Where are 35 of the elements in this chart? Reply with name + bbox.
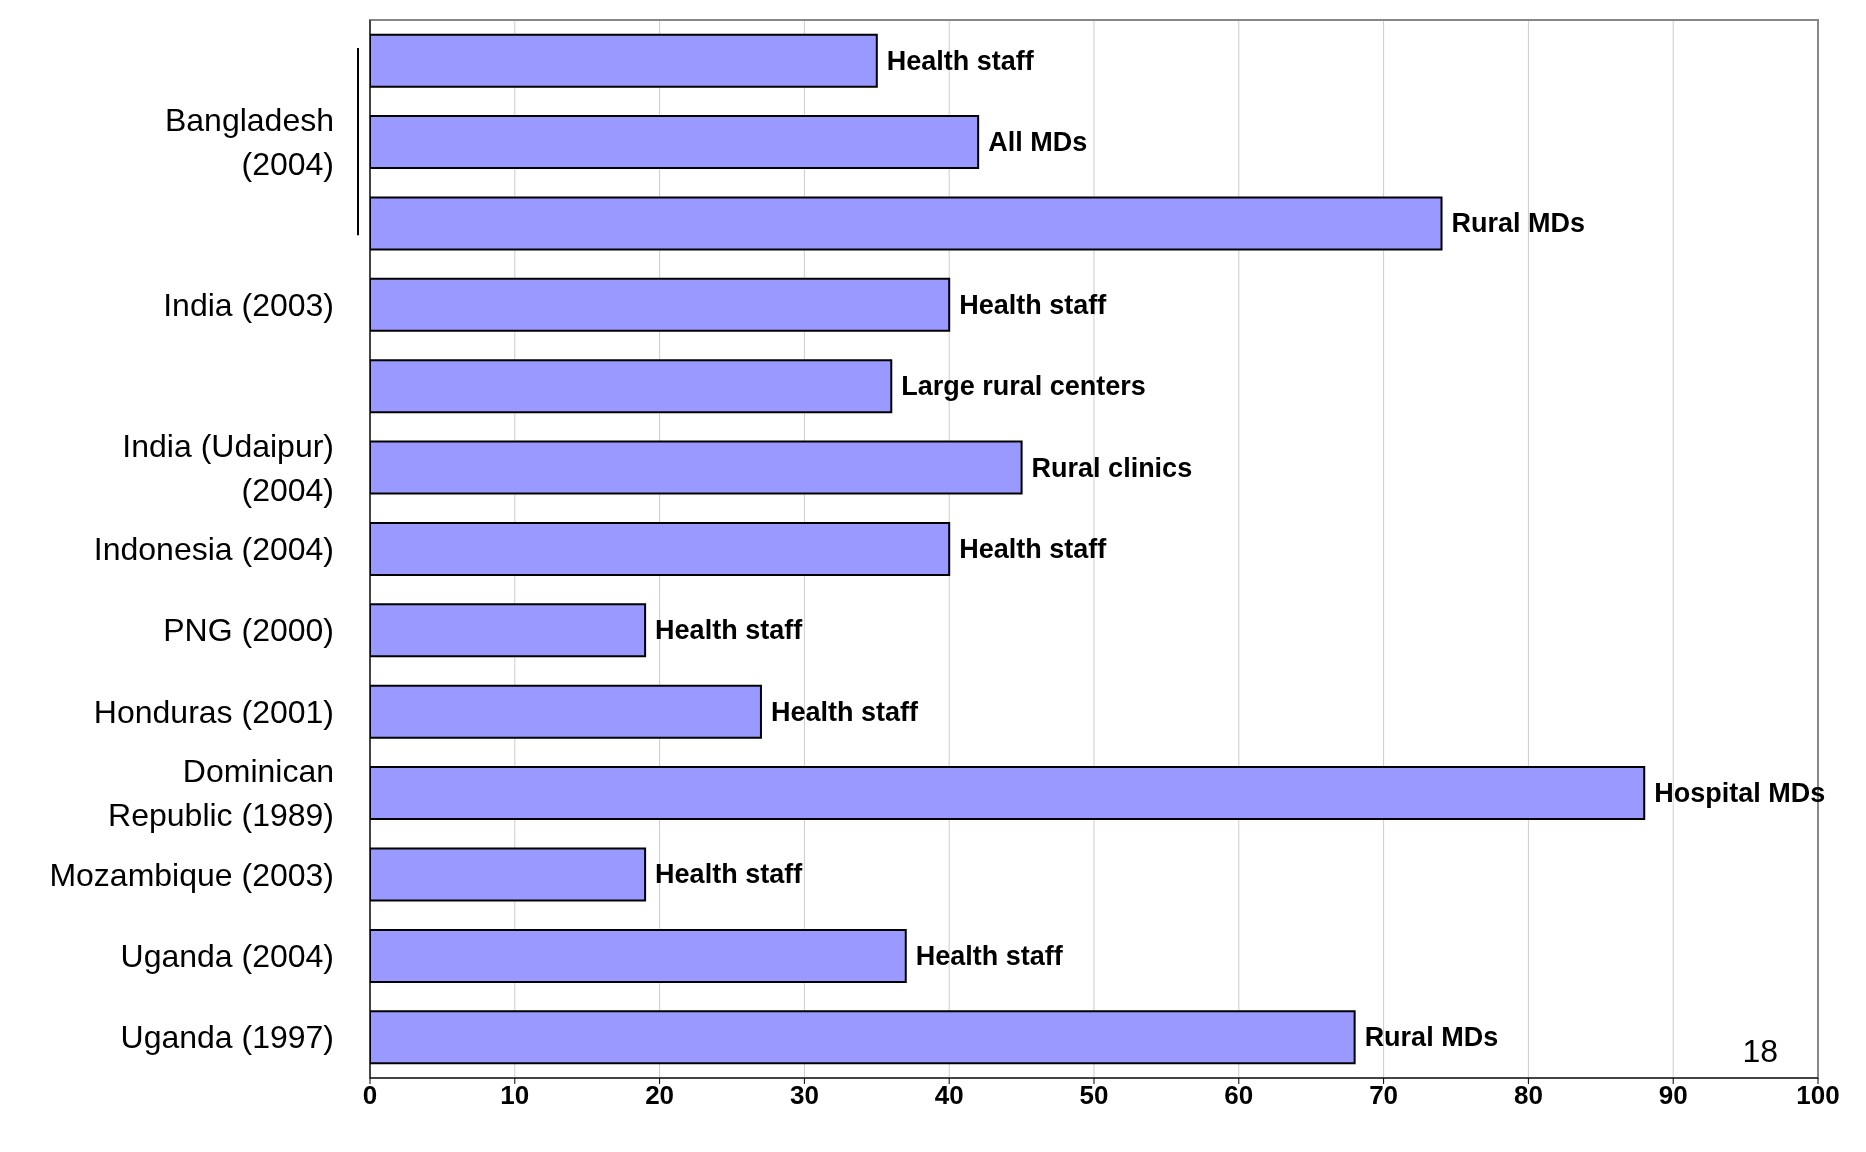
- x-tick-label: 80: [1513, 1080, 1543, 1111]
- y-tick-label: Dominican Republic (1989): [108, 753, 334, 834]
- x-tick-label: 60: [1224, 1080, 1254, 1111]
- data-label: Rural MDs: [1364, 1022, 1499, 1053]
- y-tick-label: Honduras (2001): [93, 693, 334, 730]
- x-tick-label: 70: [1369, 1080, 1399, 1111]
- y-tick-label: India (2003): [163, 286, 334, 323]
- data-label: Hospital MDs: [1654, 778, 1826, 809]
- x-tick-label: 100: [1796, 1080, 1840, 1111]
- data-label: Rural clinics: [1031, 452, 1193, 483]
- data-label: Health staff: [959, 289, 1108, 320]
- y-tick-label: Uganda (1997): [120, 1019, 334, 1056]
- data-label: Rural MDs: [1451, 208, 1586, 239]
- y-tick-label: PNG (2000): [163, 612, 334, 649]
- x-tick-label: 20: [645, 1080, 675, 1111]
- data-label: All MDs: [988, 127, 1088, 158]
- y-tick-label: Uganda (2004): [120, 937, 334, 974]
- x-tick-label: 30: [789, 1080, 819, 1111]
- data-label: Health staff: [655, 615, 804, 646]
- data-label: Large rural centers: [901, 371, 1146, 402]
- data-label: Health staff: [655, 859, 804, 890]
- y-tick-label: Bangladesh (2004): [164, 102, 334, 183]
- x-tick-label: 90: [1658, 1080, 1688, 1111]
- y-tick-label: Mozambique (2003): [49, 856, 334, 893]
- y-tick-label: India (Udaipur) (2004): [122, 427, 334, 508]
- data-label: Health staff: [770, 696, 919, 727]
- y-tick-label: Indonesia (2004): [93, 531, 334, 567]
- x-tick-label: 40: [934, 1080, 964, 1111]
- x-tick-label: 50: [1079, 1080, 1109, 1111]
- data-label: Health staff: [886, 45, 1035, 76]
- annotation: 18: [1742, 1033, 1778, 1070]
- x-tick-label: 10: [500, 1080, 530, 1111]
- x-tick-label: 0: [362, 1080, 378, 1111]
- data-label: Health staff: [915, 940, 1064, 971]
- data-label: Health staff: [959, 533, 1108, 564]
